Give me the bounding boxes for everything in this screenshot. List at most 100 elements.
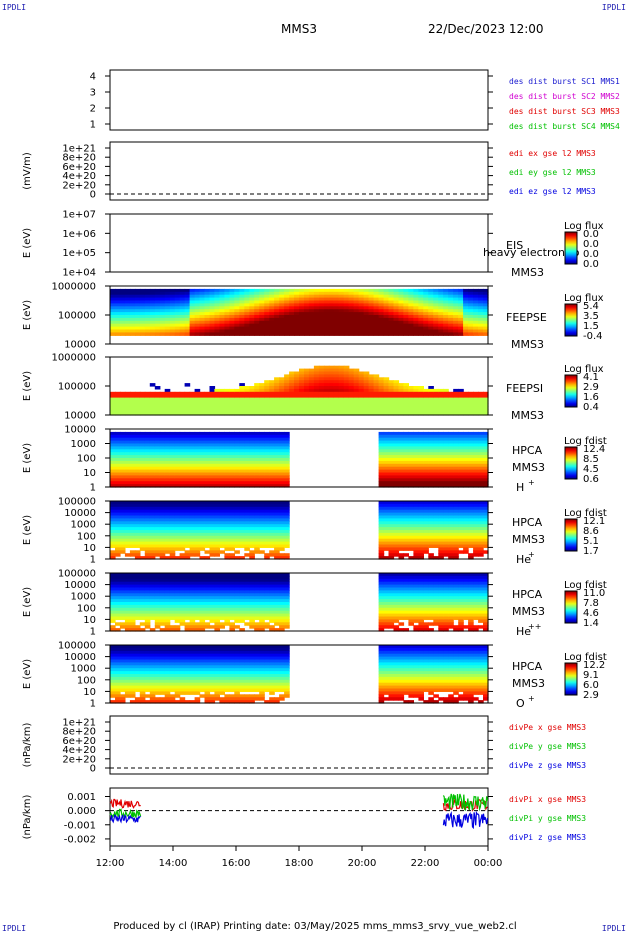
label-feepsi: FEEPSI: [506, 382, 543, 395]
colorbar-tick-eis: 0.0: [583, 259, 599, 270]
corner-tag-bottom-left: IPDLI: [2, 924, 27, 933]
ytick-label-hpca_he2: 10000: [64, 580, 96, 591]
ytick-label-eis: 1e+04: [62, 268, 96, 279]
ytick-label-eis: 1e+06: [62, 229, 96, 240]
colorbar-tick-feepsi: 2.9: [583, 382, 599, 393]
panel-frame-hpca_he: [109, 500, 489, 560]
colorbar-tick-hpca_o: 12.2: [583, 660, 605, 671]
series-x: [109, 797, 488, 812]
ytick-label-feepse: 100000: [58, 311, 96, 322]
legend-efield: edi ex gse l2 MMS3: [509, 149, 596, 158]
ytick-label-hpca_he2: 10: [83, 615, 96, 626]
colorbar-tick-hpca_o: 9.1: [583, 670, 599, 681]
colorbar-tick-eis: 0.0: [583, 249, 599, 260]
charge-hpca_h: +: [528, 478, 535, 487]
legend-divpe: divPe y gse MMS3: [509, 742, 586, 751]
colorbar-tick-feepse: 1.5: [583, 321, 599, 332]
colorbar-tick-hpca_h: 8.5: [583, 454, 599, 465]
ytick-label-feepse: 1000000: [51, 282, 96, 293]
ytick-label-hpca_he: 10000: [64, 508, 96, 519]
ylabel-divpe: (nPa/km): [22, 723, 33, 768]
trace-y: [442, 793, 489, 812]
ytick-label-hpca_o: 1: [90, 699, 96, 710]
trace-x: [109, 798, 141, 809]
colorbar-hpca_o: [564, 662, 578, 696]
xtick-label: 22:00: [411, 858, 440, 869]
panel-frame-hpca_he2: [109, 572, 489, 632]
colorbar-tick-hpca_he2: 4.6: [583, 608, 599, 619]
label-hpca_he2: MMS3: [512, 605, 545, 618]
label-hpca_he2: HPCA: [512, 588, 543, 601]
colorbar-title-hpca_he2: Log fdist: [564, 580, 607, 591]
label-eis: MMS3: [511, 266, 544, 279]
colorbar-title-eis: Log flux: [564, 221, 604, 232]
ytick-label-hpca_h: 10: [83, 468, 96, 479]
panel-frame-burst: [109, 69, 489, 131]
colorbar-tick-hpca_he2: 7.8: [583, 598, 599, 609]
ytick-label-hpca_he: 10: [83, 543, 96, 554]
ytick-label-burst: 2: [90, 104, 96, 115]
ytick-label-efield: 8e+20: [62, 153, 96, 164]
legend-divpi: divPi y gse MMS3: [509, 814, 586, 823]
ytick-label-feepsi: 10000: [64, 411, 96, 422]
spectrogram-hpca_he: [110, 501, 489, 560]
series-z: [109, 810, 489, 830]
ytick-label-burst: 1: [90, 120, 96, 131]
ylabel-feepsi: E (eV): [22, 371, 33, 401]
ytick-label-efield: 0: [90, 190, 96, 201]
overlay-text-eis: heavy electron to: [483, 246, 580, 259]
trace-x: [442, 797, 488, 812]
ytick-label-efield: 6e+20: [62, 162, 96, 173]
label-eis: EIS: [506, 239, 523, 252]
legend-burst: des dist burst SC1 MMS1: [509, 77, 620, 86]
ytick-label-efield: 2e+20: [62, 180, 96, 191]
ytick-label-hpca_o: 10: [83, 687, 96, 698]
legend-burst: des dist burst SC3 MMS3: [509, 107, 620, 116]
label-hpca_o: MMS3: [512, 677, 545, 690]
colorbar-tick-feepse: 5.4: [583, 301, 599, 312]
legend-divpi: divPi x gse MMS3: [509, 795, 586, 804]
ylabel-hpca_he2: E (eV): [22, 587, 33, 617]
ylabel-efield: (mV/m): [22, 152, 33, 190]
ytick-label-feepse: 10000: [64, 340, 96, 351]
colorbar-tick-hpca_he: 12.1: [583, 516, 605, 527]
ytick-label-burst: 4: [90, 72, 96, 83]
legend-divpi: divPi z gse MMS3: [509, 833, 586, 842]
colorbar-title-hpca_he: Log fdist: [564, 508, 607, 519]
colorbar-hpca_he: [564, 518, 578, 552]
species-hpca_o: O: [516, 697, 525, 710]
panel-frame-eis: [109, 213, 489, 273]
colorbar-tick-hpca_o: 6.0: [583, 680, 599, 691]
ytick-label-divpi: -0.002: [64, 834, 96, 845]
colorbar-title-feepsi: Log flux: [564, 364, 604, 375]
trace-z: [442, 810, 489, 830]
legend-burst: des dist burst SC2 MMS2: [509, 92, 620, 101]
colorbar-tick-hpca_h: 4.5: [583, 464, 599, 475]
ytick-label-hpca_o: 100000: [58, 641, 96, 652]
species-hpca_he2: He: [516, 625, 531, 638]
ytick-label-hpca_he2: 100000: [58, 569, 96, 580]
ytick-label-divpi: 0.001: [67, 792, 96, 803]
ylabel-hpca_he: E (eV): [22, 515, 33, 545]
colorbar-hpca_h: [564, 446, 578, 480]
colorbar-tick-feepsi: 0.4: [583, 402, 599, 413]
charge-hpca_he: +: [528, 550, 535, 559]
panel-frame-divpi: [109, 787, 489, 847]
species-hpca_he: He: [516, 553, 531, 566]
spacecraft-title: MMS3: [281, 22, 317, 36]
ytick-label-hpca_he2: 1: [90, 627, 96, 638]
colorbar-hpca_he2: [564, 590, 578, 624]
colorbar-title-hpca_h: Log fdist: [564, 436, 607, 447]
ytick-label-divpe: 2e+20: [62, 754, 96, 765]
ytick-label-hpca_he: 100000: [58, 497, 96, 508]
xtick-label: 12:00: [96, 858, 125, 869]
ytick-label-divpe: 6e+20: [62, 736, 96, 747]
colorbar-tick-hpca_he2: 1.4: [583, 618, 599, 629]
ylabel-feepse: E (eV): [22, 300, 33, 330]
colorbar-tick-hpca_h: 0.6: [583, 474, 599, 485]
ytick-label-hpca_h: 1: [90, 483, 96, 494]
colorbar-feepsi: [564, 374, 578, 408]
ytick-label-eis: 1e+07: [62, 210, 96, 221]
ytick-label-divpi: 0.000: [67, 806, 96, 817]
